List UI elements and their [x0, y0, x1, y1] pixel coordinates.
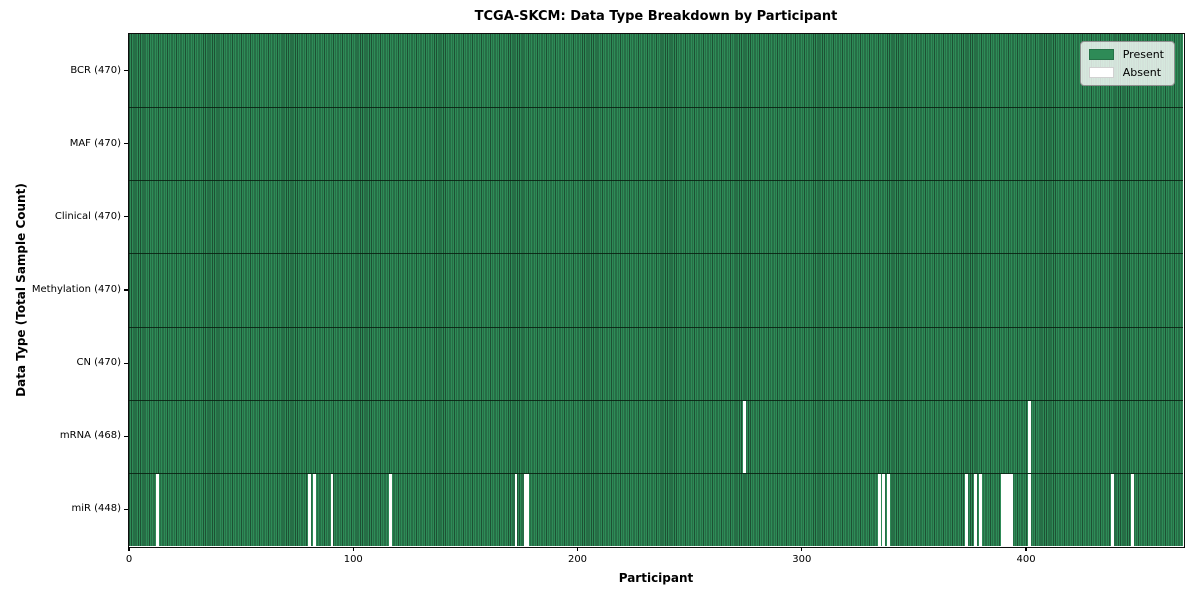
plot-area: Present Absent [129, 34, 1183, 546]
y-tick-label: Clinical (470) [54, 210, 121, 222]
y-tick-mark [124, 69, 128, 72]
x-tick-label: 0 [125, 554, 133, 565]
row-separator [129, 472, 1183, 474]
absent-gap [1131, 473, 1135, 546]
row-separator [129, 399, 1183, 401]
legend: Present Absent [1079, 41, 1175, 86]
y-tick-label: mRNA (468) [59, 430, 121, 442]
legend-item-absent: Absent [1088, 66, 1164, 79]
legend-absent-swatch-icon [1088, 67, 1114, 78]
y-tick-mark [124, 435, 128, 437]
legend-present-swatch-icon [1088, 49, 1114, 60]
absent-gap [525, 473, 529, 546]
row-separator [129, 326, 1183, 328]
absent-gap [312, 473, 316, 546]
y-tick-label: BCR (470) [70, 64, 121, 76]
y-tick-mark [124, 143, 128, 145]
absent-gap [1001, 473, 1004, 546]
absent-gap [308, 473, 312, 546]
row-separator [129, 253, 1183, 255]
x-tick-label: 400 [1016, 554, 1036, 565]
y-tick-mark [124, 216, 128, 218]
x-tick-mark [801, 547, 803, 551]
row-separator [129, 107, 1183, 109]
x-tick-mark [576, 547, 579, 551]
x-axis-label: Participant [618, 571, 694, 585]
y-tick-label: CN (470) [76, 357, 121, 369]
absent-gap [882, 473, 886, 546]
absent-gap [155, 473, 159, 546]
row-separator [129, 180, 1183, 182]
absent-gap [1028, 473, 1031, 546]
absent-gap [965, 473, 969, 546]
absent-gap [878, 473, 881, 546]
absent-gap [1008, 473, 1011, 546]
x-tick-mark [1025, 547, 1027, 551]
y-tick-mark [124, 362, 128, 364]
legend-absent-label: Absent [1122, 66, 1162, 79]
absent-gap [514, 473, 518, 546]
x-tick-label: 300 [792, 554, 812, 565]
absent-gap [1028, 400, 1031, 473]
absent-gap [330, 473, 334, 546]
y-tick-label: miR (448) [71, 503, 121, 515]
absent-gap [978, 473, 982, 546]
absent-gap [389, 473, 392, 546]
absent-gap [886, 473, 890, 546]
absent-gap [523, 473, 527, 546]
legend-present-label: Present [1122, 48, 1164, 61]
absent-gap [743, 400, 747, 473]
chart-title: TCGA-SKCM: Data Type Breakdown by Partic… [474, 9, 838, 24]
absent-gap [1005, 473, 1009, 546]
absent-gap [974, 473, 978, 546]
absent-gap [1010, 473, 1013, 546]
absent-gap [1111, 473, 1114, 546]
legend-item-present: Present [1088, 48, 1164, 61]
x-tick-mark [352, 547, 354, 551]
y-tick-label: Methylation (470) [31, 284, 121, 295]
absent-gap [1003, 473, 1007, 546]
x-tick-mark [128, 547, 130, 551]
x-tick-label: 100 [343, 554, 363, 565]
y-tick-mark [124, 289, 128, 291]
y-tick-mark [124, 508, 128, 511]
x-tick-label: 200 [567, 554, 588, 565]
y-tick-label: MAF (470) [69, 137, 121, 149]
